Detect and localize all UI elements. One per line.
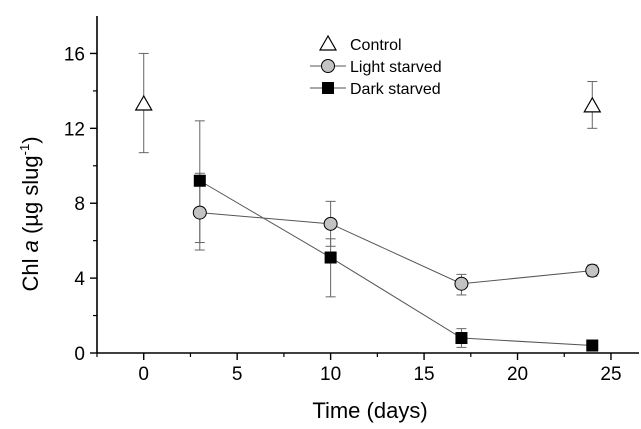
legend-label-control: Control bbox=[350, 37, 402, 54]
light-starved-point bbox=[454, 276, 469, 291]
legend-marker-control bbox=[318, 34, 338, 51]
dark-starved-point bbox=[586, 339, 599, 352]
x-tick-label: 0 bbox=[138, 364, 149, 385]
y-axis-title-sup: -1 bbox=[17, 144, 32, 156]
y-axis-title-close: ) bbox=[18, 136, 43, 143]
x-axis-title: Time (days) bbox=[312, 398, 427, 423]
x-tick-label: 5 bbox=[232, 364, 243, 385]
data-markers bbox=[134, 94, 602, 352]
x-tick-label: 25 bbox=[600, 364, 621, 385]
dark-starved-point bbox=[193, 174, 206, 187]
y-axis-title-italic: a bbox=[18, 240, 43, 252]
x-tick-label: 10 bbox=[320, 364, 341, 385]
light-starved-point bbox=[585, 263, 600, 278]
dark-starved-point bbox=[455, 332, 468, 345]
legend: Control Light starved Dark starved bbox=[310, 34, 442, 98]
y-axis-title: Chl a (µg slug-1) bbox=[17, 136, 43, 291]
light-starved-point bbox=[192, 205, 207, 220]
light-starved-line bbox=[199, 212, 593, 285]
y-tick-label: 8 bbox=[74, 194, 85, 215]
x-tick-label: 20 bbox=[507, 364, 528, 385]
series-lines bbox=[199, 180, 593, 347]
control-point bbox=[583, 96, 602, 113]
y-tick-label: 16 bbox=[64, 44, 85, 65]
axes: 0 5 10 15 20 25 0 4 8 12 16 bbox=[64, 16, 639, 385]
legend-marker-light-starved bbox=[321, 59, 335, 73]
y-axis-title-pre: Chl bbox=[18, 252, 43, 291]
control-point bbox=[134, 94, 153, 111]
legend-label-dark-starved: Dark starved bbox=[350, 81, 441, 98]
y-tick-label: 4 bbox=[74, 269, 85, 290]
legend-marker-dark-starved bbox=[322, 82, 334, 94]
dark-starved-point bbox=[324, 251, 337, 264]
x-tick-label: 15 bbox=[413, 364, 434, 385]
light-starved-point bbox=[323, 216, 338, 231]
legend-label-light-starved: Light starved bbox=[350, 59, 442, 76]
y-tick-label: 12 bbox=[64, 119, 85, 140]
dark-starved-line bbox=[199, 180, 593, 347]
y-axis-title-post: (µg slug bbox=[18, 155, 43, 240]
y-tick-label: 0 bbox=[74, 344, 85, 365]
